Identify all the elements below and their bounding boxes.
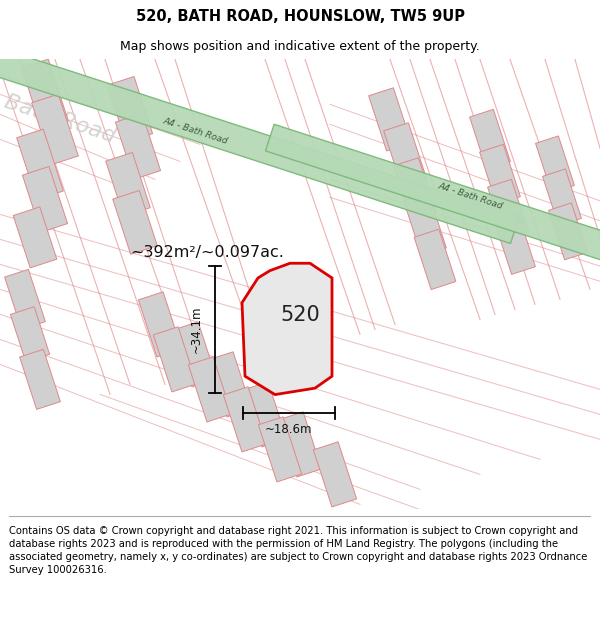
- Text: 520, BATH ROAD, HOUNSLOW, TW5 9UP: 520, BATH ROAD, HOUNSLOW, TW5 9UP: [136, 9, 464, 24]
- Text: Contains OS data © Crown copyright and database right 2021. This information is : Contains OS data © Crown copyright and d…: [9, 526, 587, 575]
- Text: A4 - Bath Road: A4 - Bath Road: [161, 117, 229, 146]
- Polygon shape: [106, 152, 150, 216]
- Text: Map shows position and indicative extent of the property.: Map shows position and indicative extent…: [120, 40, 480, 52]
- Polygon shape: [548, 203, 587, 260]
- Polygon shape: [188, 357, 232, 422]
- Polygon shape: [22, 59, 68, 129]
- Polygon shape: [115, 114, 161, 179]
- Polygon shape: [154, 327, 197, 392]
- Polygon shape: [488, 179, 529, 239]
- Polygon shape: [394, 158, 436, 221]
- Polygon shape: [542, 169, 581, 226]
- Polygon shape: [470, 109, 511, 169]
- Polygon shape: [20, 349, 61, 409]
- Polygon shape: [173, 322, 217, 387]
- Text: A4 - Bath Road: A4 - Bath Road: [436, 182, 503, 211]
- Polygon shape: [139, 292, 182, 357]
- Polygon shape: [0, 25, 519, 244]
- Text: Bath Road: Bath Road: [2, 92, 118, 147]
- Polygon shape: [368, 88, 412, 151]
- Text: 520: 520: [280, 304, 320, 324]
- Polygon shape: [22, 166, 68, 232]
- Polygon shape: [479, 144, 520, 204]
- Polygon shape: [113, 191, 157, 254]
- Polygon shape: [17, 129, 64, 199]
- Polygon shape: [242, 263, 332, 394]
- Polygon shape: [208, 352, 251, 417]
- Polygon shape: [313, 442, 356, 507]
- Polygon shape: [13, 207, 57, 268]
- Polygon shape: [383, 122, 427, 186]
- Polygon shape: [404, 192, 446, 256]
- Polygon shape: [278, 412, 322, 477]
- Polygon shape: [32, 94, 79, 164]
- Polygon shape: [536, 136, 574, 192]
- Polygon shape: [10, 307, 50, 362]
- Polygon shape: [107, 76, 152, 142]
- Text: ~34.1m: ~34.1m: [190, 306, 203, 353]
- Polygon shape: [223, 387, 266, 452]
- Polygon shape: [244, 382, 287, 447]
- Polygon shape: [259, 417, 302, 482]
- Polygon shape: [265, 124, 600, 274]
- Text: ~18.6m: ~18.6m: [265, 423, 313, 436]
- Polygon shape: [414, 229, 456, 289]
- Polygon shape: [494, 214, 535, 274]
- Text: ~392m²/~0.097ac.: ~392m²/~0.097ac.: [130, 245, 284, 260]
- Polygon shape: [5, 269, 46, 329]
